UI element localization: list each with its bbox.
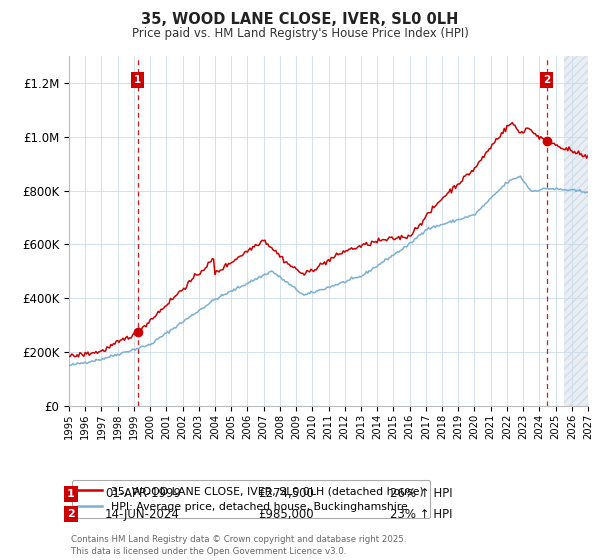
Text: Price paid vs. HM Land Registry's House Price Index (HPI): Price paid vs. HM Land Registry's House … <box>131 27 469 40</box>
Bar <box>563 56 588 406</box>
Text: 1: 1 <box>67 489 74 499</box>
Text: £985,000: £985,000 <box>258 507 314 521</box>
Text: 35, WOOD LANE CLOSE, IVER, SL0 0LH: 35, WOOD LANE CLOSE, IVER, SL0 0LH <box>142 12 458 27</box>
Text: 1: 1 <box>134 75 142 85</box>
Legend: 35, WOOD LANE CLOSE, IVER, SL0 0LH (detached house), HPI: Average price, detache: 35, WOOD LANE CLOSE, IVER, SL0 0LH (deta… <box>72 480 430 518</box>
Text: 01-APR-1999: 01-APR-1999 <box>105 487 181 501</box>
Text: 2: 2 <box>543 75 550 85</box>
Text: £274,500: £274,500 <box>258 487 314 501</box>
Bar <box>563 56 588 406</box>
Text: 2: 2 <box>67 509 74 519</box>
Text: 23% ↑ HPI: 23% ↑ HPI <box>390 507 452 521</box>
Text: 26% ↑ HPI: 26% ↑ HPI <box>390 487 452 501</box>
Text: 14-JUN-2024: 14-JUN-2024 <box>105 507 180 521</box>
Text: Contains HM Land Registry data © Crown copyright and database right 2025.
This d: Contains HM Land Registry data © Crown c… <box>71 535 406 556</box>
